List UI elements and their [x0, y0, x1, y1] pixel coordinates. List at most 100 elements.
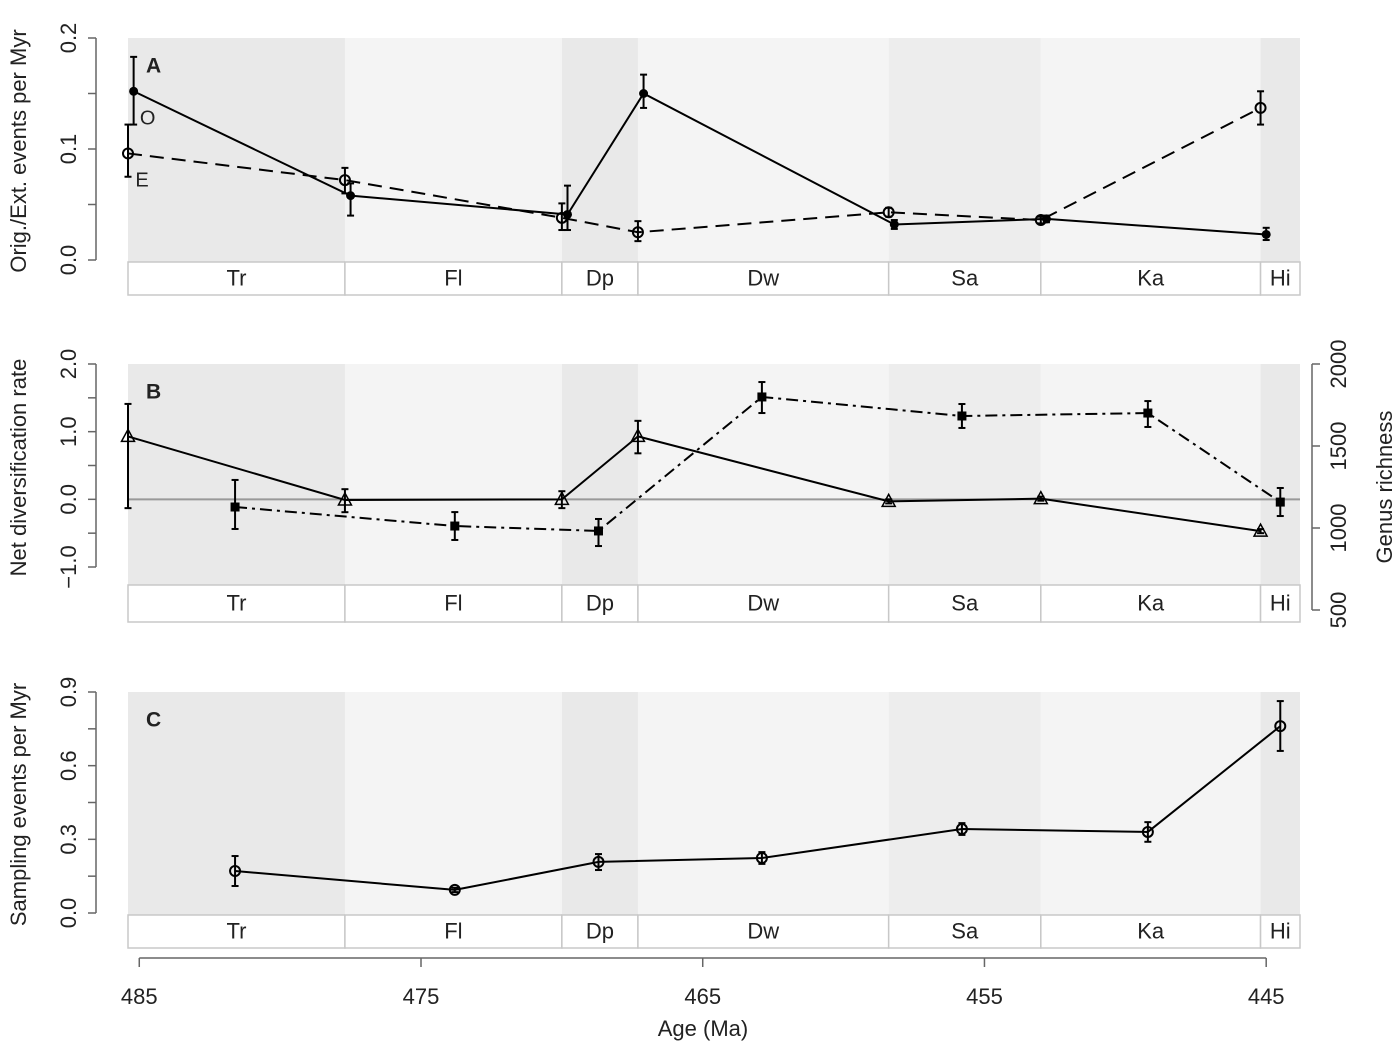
stage-label: Dw	[747, 918, 779, 943]
stage-cell	[127, 261, 346, 296]
stage-band	[128, 38, 345, 262]
point	[230, 502, 240, 512]
point	[337, 491, 353, 506]
stage-label: Hi	[1270, 590, 1291, 615]
point	[593, 526, 603, 536]
stage-cell	[637, 261, 890, 296]
stage-cell	[561, 914, 639, 949]
y2-tick-label: 1000	[1326, 504, 1351, 553]
x-tick-label: 455	[966, 984, 1003, 1009]
stage-label: Ka	[1137, 918, 1165, 943]
y-tick-label: 1.0	[56, 416, 81, 447]
stage-cell	[887, 584, 1042, 623]
x-tick-label: 465	[684, 984, 721, 1009]
y2-tick-label: 500	[1326, 592, 1351, 629]
point	[120, 427, 136, 443]
stage-cell	[127, 914, 346, 949]
y-tick-label: 0.2	[56, 23, 81, 54]
point	[1275, 497, 1285, 507]
y-axis-label: Net diversification rate	[6, 359, 31, 577]
stage-label: Fl	[444, 918, 462, 943]
stage-band	[344, 692, 562, 915]
y-tick-label: 0.3	[56, 824, 81, 855]
point	[1261, 229, 1271, 239]
stage-cell	[1259, 584, 1301, 623]
stage-band	[637, 38, 889, 262]
x-axis-label: Age (Ma)	[658, 1016, 748, 1041]
point	[1252, 522, 1269, 537]
stage-label: Ka	[1137, 265, 1165, 290]
stage-band	[1040, 692, 1261, 915]
stage-band	[344, 38, 562, 262]
stage-cell	[1259, 914, 1301, 949]
stage-band	[1260, 364, 1300, 585]
point	[1143, 408, 1153, 418]
stage-cell	[887, 261, 1042, 296]
stage-band	[1040, 364, 1261, 585]
point	[338, 174, 351, 187]
stage-cell	[1040, 261, 1262, 296]
stage-band	[561, 38, 638, 262]
point	[555, 211, 568, 224]
point	[1274, 720, 1287, 733]
stage-band	[888, 692, 1041, 915]
stage-cell	[1259, 261, 1301, 296]
point	[639, 89, 649, 98]
stage-cell	[344, 914, 563, 949]
stage-band	[561, 692, 638, 915]
point	[630, 427, 646, 443]
stage-label: Dp	[586, 918, 614, 943]
point	[554, 490, 570, 506]
point	[880, 492, 897, 508]
y-tick-label: 0.0	[56, 245, 81, 276]
stage-label: Sa	[951, 265, 979, 290]
x-tick-label: 445	[1248, 984, 1285, 1009]
stage-cell	[344, 584, 563, 623]
point	[889, 219, 899, 229]
stage-band	[888, 364, 1041, 585]
stage-band	[888, 38, 1041, 262]
x-tick-label: 485	[121, 984, 158, 1009]
point	[122, 147, 134, 160]
stage-cell	[561, 584, 639, 623]
stage-cell	[1040, 914, 1262, 949]
stage-cell	[887, 914, 1042, 949]
stage-band	[128, 364, 345, 585]
y-tick-label: 0.0	[56, 484, 81, 515]
point	[957, 411, 967, 421]
stage-cell	[637, 914, 890, 949]
stage-label: Tr	[226, 918, 246, 943]
point	[757, 392, 767, 402]
panel-label: B	[146, 381, 161, 404]
y2-tick-label: 1500	[1326, 422, 1351, 471]
point	[1254, 101, 1267, 114]
point	[592, 855, 605, 868]
stage-band	[344, 364, 562, 585]
point	[448, 883, 461, 896]
y-axis-label: Sampling events per Myr	[6, 683, 31, 926]
stage-label: Fl	[444, 590, 462, 615]
panel-label: C	[146, 709, 161, 732]
y-axis-label: Orig./Ext. events per Myr	[6, 29, 31, 272]
stage-label: Fl	[444, 265, 462, 290]
stage-label: Ka	[1137, 590, 1165, 615]
y-tick-label: 2.0	[56, 349, 81, 380]
panel-label: A	[146, 55, 161, 78]
point	[1141, 825, 1154, 838]
stage-label: Sa	[951, 918, 979, 943]
stage-label: Tr	[226, 265, 246, 290]
point	[755, 851, 768, 864]
stage-cell	[344, 261, 563, 296]
stage-cell	[637, 584, 890, 623]
series-label: E	[135, 170, 148, 192]
stage-label: Tr	[226, 590, 246, 615]
stage-cell	[561, 261, 639, 296]
y-tick-label: 0.6	[56, 750, 81, 781]
y-tick-label: 0.1	[56, 134, 81, 165]
point	[1033, 490, 1049, 505]
point	[229, 865, 242, 878]
stage-label: Sa	[951, 590, 979, 615]
y-tick-label: −1.0	[56, 545, 81, 588]
stage-label: Dp	[586, 590, 614, 615]
